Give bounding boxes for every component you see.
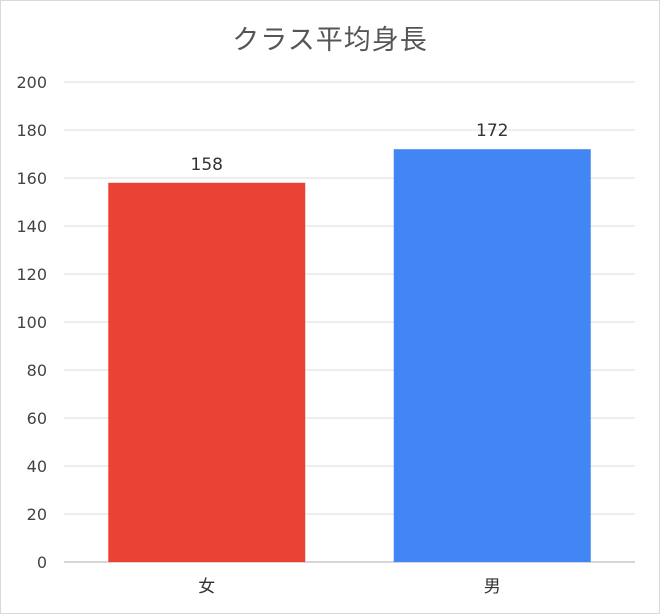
- y-tick-label-160: 160: [16, 169, 47, 188]
- y-tick-label-20: 20: [27, 505, 47, 524]
- y-tick-label-180: 180: [16, 121, 47, 140]
- bars: [108, 149, 591, 563]
- y-tick-label-0: 0: [37, 553, 47, 572]
- y-tick-label-200: 200: [16, 73, 47, 92]
- y-tick-label-40: 40: [27, 457, 47, 476]
- bar-female: [108, 182, 306, 563]
- bar-male: [393, 149, 591, 562]
- y-axis-tick-labels: 0 20 40 60 80 100 120 140 160 180 200: [16, 73, 47, 572]
- x-category-label-male: 男: [484, 577, 501, 597]
- y-tick-label-80: 80: [27, 361, 47, 380]
- data-labels: 158 172: [191, 121, 509, 175]
- chart-title: クラス平均身長: [232, 25, 428, 56]
- y-tick-label-120: 120: [16, 265, 47, 284]
- y-tick-label-140: 140: [16, 217, 47, 236]
- x-axis-category-labels: 女男: [198, 577, 501, 597]
- x-category-label-female: 女: [198, 577, 215, 597]
- data-label-female: 158: [191, 155, 223, 175]
- y-tick-label-100: 100: [16, 313, 47, 332]
- y-tick-label-60: 60: [27, 409, 47, 428]
- data-label-male: 172: [476, 121, 508, 141]
